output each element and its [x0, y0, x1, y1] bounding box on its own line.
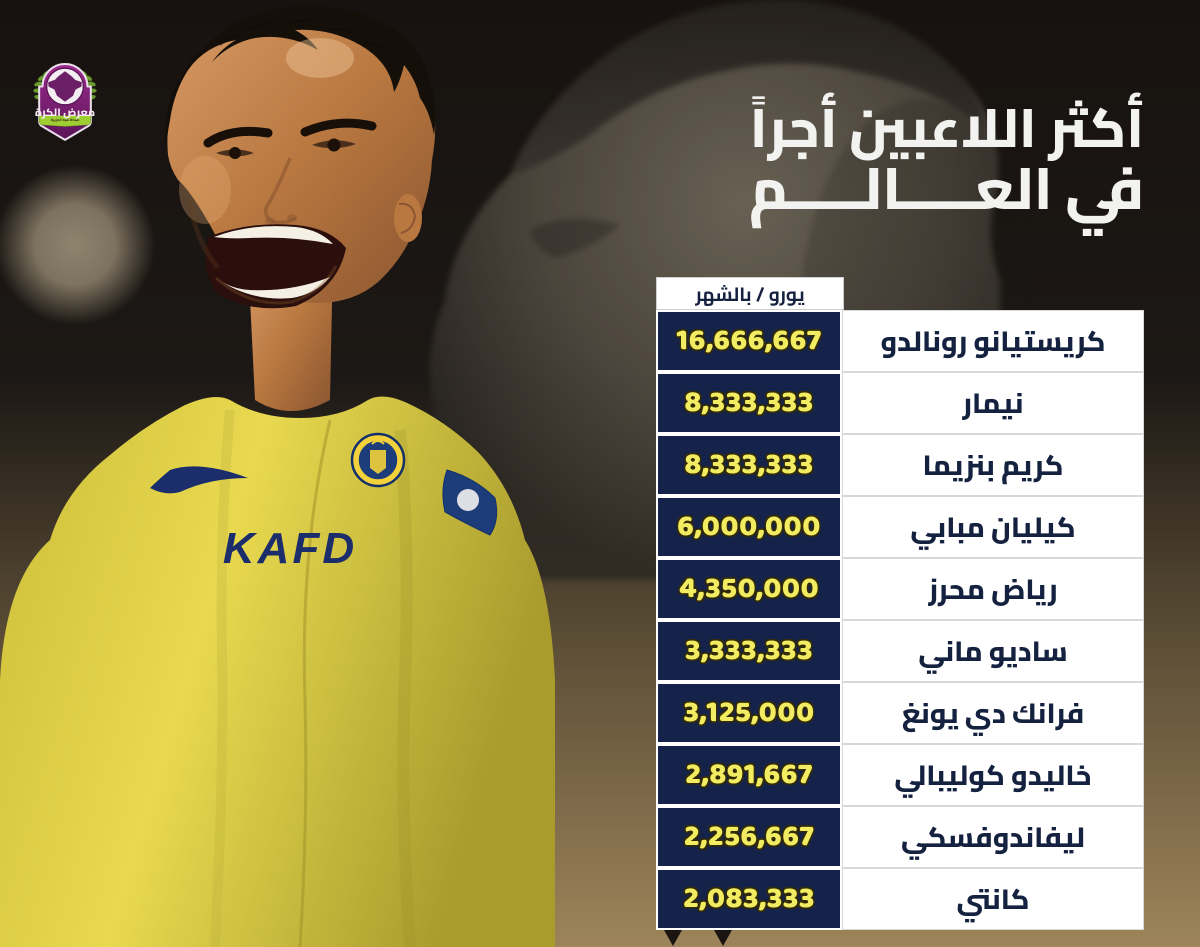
svg-text:KAFD: KAFD — [223, 524, 357, 573]
